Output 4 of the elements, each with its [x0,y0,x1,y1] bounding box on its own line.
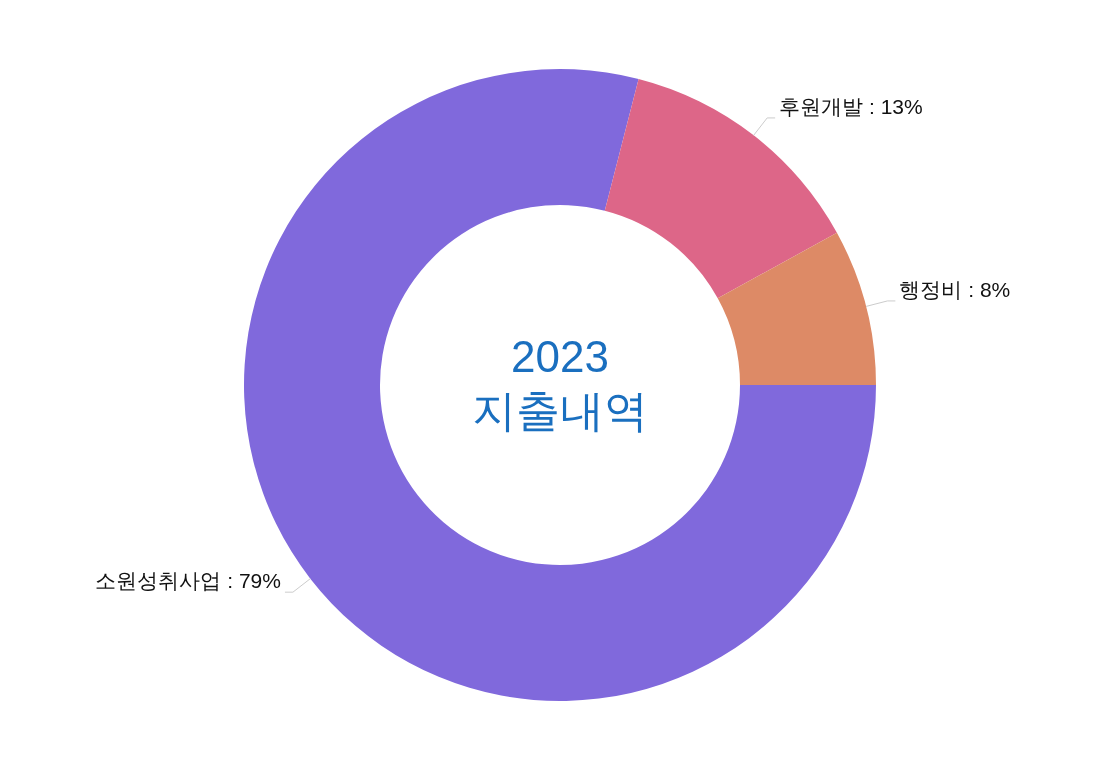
slice-label: 소원성취사업 : 79% [95,569,281,593]
slice-label: 후원개발 : 13% [779,94,923,118]
text: 2023 지출내역 [472,332,648,435]
slice-label: 행정비 : 8% [899,277,1011,301]
